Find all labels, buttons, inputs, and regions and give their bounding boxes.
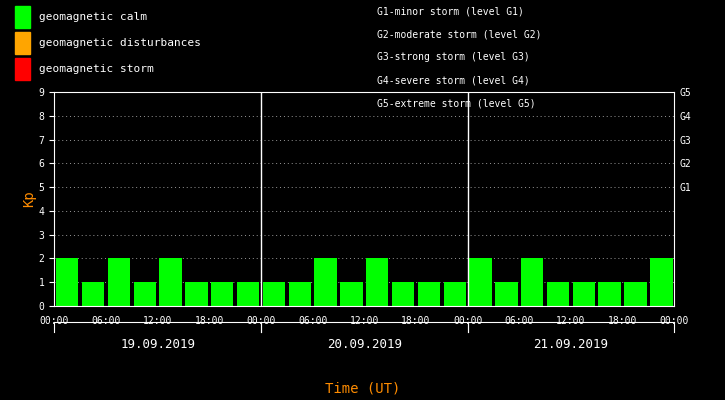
- Text: 19.09.2019: 19.09.2019: [120, 338, 195, 351]
- Bar: [108, 258, 130, 306]
- Bar: [469, 258, 492, 306]
- Bar: [599, 282, 621, 306]
- Bar: [56, 258, 78, 306]
- Bar: [418, 282, 440, 306]
- Text: G1-minor storm (level G1): G1-minor storm (level G1): [377, 6, 524, 16]
- Text: geomagnetic storm: geomagnetic storm: [39, 64, 154, 74]
- Bar: [573, 282, 595, 306]
- Bar: [133, 282, 156, 306]
- Text: G3-strong storm (level G3): G3-strong storm (level G3): [377, 52, 530, 62]
- Text: 21.09.2019: 21.09.2019: [534, 338, 608, 351]
- Bar: [521, 258, 543, 306]
- Text: G2-moderate storm (level G2): G2-moderate storm (level G2): [377, 29, 542, 39]
- Bar: [315, 258, 336, 306]
- Y-axis label: Kp: Kp: [22, 191, 36, 207]
- Bar: [547, 282, 569, 306]
- Bar: [237, 282, 260, 306]
- Text: geomagnetic calm: geomagnetic calm: [39, 12, 147, 22]
- Bar: [495, 282, 518, 306]
- Bar: [211, 282, 233, 306]
- Bar: [340, 282, 362, 306]
- Bar: [160, 258, 182, 306]
- Text: 20.09.2019: 20.09.2019: [327, 338, 402, 351]
- Bar: [624, 282, 647, 306]
- Text: Time (UT): Time (UT): [325, 382, 400, 396]
- Text: geomagnetic disturbances: geomagnetic disturbances: [39, 38, 201, 48]
- Text: G5-extreme storm (level G5): G5-extreme storm (level G5): [377, 99, 536, 109]
- Bar: [366, 258, 389, 306]
- Bar: [82, 282, 104, 306]
- Bar: [444, 282, 466, 306]
- Text: G4-severe storm (level G4): G4-severe storm (level G4): [377, 76, 530, 86]
- Bar: [185, 282, 207, 306]
- Bar: [289, 282, 311, 306]
- Bar: [392, 282, 414, 306]
- Bar: [262, 282, 285, 306]
- Bar: [650, 258, 673, 306]
